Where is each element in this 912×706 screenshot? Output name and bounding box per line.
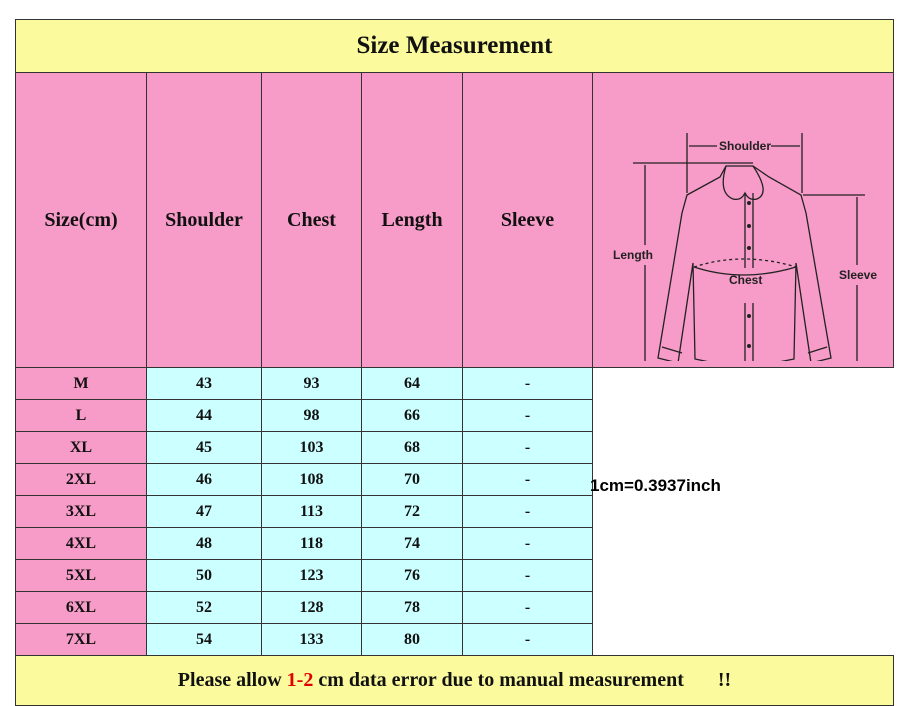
table-row: L 44 98 66- [15, 399, 894, 432]
size-cell: 2XL [15, 463, 147, 496]
sleeve-cell: - [462, 591, 593, 624]
shoulder-cell: 54 [146, 623, 262, 656]
sleeve-cell: - [462, 623, 593, 656]
length-cell: 72 [361, 495, 463, 528]
chest-cell: 98 [261, 399, 362, 432]
table-row: 6XL 52 128 78- [15, 591, 894, 624]
sleeve-cell: - [462, 463, 593, 496]
size-cell: 4XL [15, 527, 147, 560]
table-row: 7XL 54 133 80- [15, 623, 894, 656]
header-shoulder: Shoulder [146, 72, 262, 368]
size-cell: 3XL [15, 495, 147, 528]
shoulder-label: Shoulder [719, 139, 771, 153]
table-row: M 43 93 64- [15, 367, 894, 400]
header-row: Size(cm) Shoulder Chest Length Sleeve [15, 72, 894, 374]
table-row: 4XL 48 118 74- [15, 527, 894, 560]
table-row: 2XL 46 108 70- [15, 463, 894, 496]
footer-note: Please allow 1-2 cm data error due to ma… [15, 655, 894, 706]
sleeve-cell: - [462, 495, 593, 528]
footer-highlight: 1-2 [286, 669, 314, 691]
shoulder-cell: 52 [146, 591, 262, 624]
size-cell: XL [15, 431, 147, 464]
shoulder-cell: 46 [146, 463, 262, 496]
sleeve-cell: - [462, 399, 593, 432]
size-cell: M [15, 367, 147, 400]
length-cell: 78 [361, 591, 463, 624]
table-row: 3XL 47 113 72- [15, 495, 894, 528]
shoulder-cell: 48 [146, 527, 262, 560]
table-row: XL 45 103 68- [15, 431, 894, 464]
length-cell: 70 [361, 463, 463, 496]
unit-conversion: 1cm=0.3937inch [590, 476, 721, 495]
shoulder-cell: 43 [146, 367, 262, 400]
chest-cell: 113 [261, 495, 362, 528]
size-cell: 5XL [15, 559, 147, 592]
length-cell: 80 [361, 623, 463, 656]
length-label: Length [613, 248, 653, 262]
size-cell: L [15, 399, 147, 432]
sleeve-cell: - [462, 431, 593, 464]
header-sleeve: Sleeve [462, 72, 593, 368]
chest-cell: 128 [261, 591, 362, 624]
shirt-measurement-illustration: Shoulder Length Chest Sleeve [613, 133, 877, 374]
chest-cell: 123 [261, 559, 362, 592]
chest-cell: 118 [261, 527, 362, 560]
chest-label: Chest [729, 273, 762, 287]
shirt-diagram: Shoulder Length Chest Sleeve [592, 72, 894, 374]
footer-text-before: Please allow [177, 669, 287, 691]
footer-marks: !! [717, 669, 732, 691]
length-cell: 74 [361, 527, 463, 560]
size-cell: 6XL [15, 591, 147, 624]
size-cell: 7XL [15, 623, 147, 656]
chest-cell: 93 [261, 367, 362, 400]
shoulder-cell: 45 [146, 431, 262, 464]
size-chart-table: Size Measurement Size(cm) Shoulder Chest… [15, 19, 894, 706]
chest-cell: 108 [261, 463, 362, 496]
sleeve-cell: - [462, 527, 593, 560]
chest-cell: 103 [261, 431, 362, 464]
shoulder-cell: 44 [146, 399, 262, 432]
sleeve-label: Sleeve [839, 268, 877, 282]
footer-text-after: cm data error due to manual measurement [313, 669, 684, 691]
sleeve-cell: - [462, 559, 593, 592]
length-cell: 76 [361, 559, 463, 592]
length-cell: 64 [361, 367, 463, 400]
sleeve-cell: - [462, 367, 593, 400]
shoulder-cell: 50 [146, 559, 262, 592]
chart-title: Size Measurement [15, 19, 894, 73]
header-length: Length [361, 72, 463, 368]
length-cell: 68 [361, 431, 463, 464]
header-chest: Chest [261, 72, 362, 368]
header-size: Size(cm) [15, 72, 147, 368]
chest-cell: 133 [261, 623, 362, 656]
shoulder-cell: 47 [146, 495, 262, 528]
table-row: 5XL 50 123 76- [15, 559, 894, 592]
length-cell: 66 [361, 399, 463, 432]
